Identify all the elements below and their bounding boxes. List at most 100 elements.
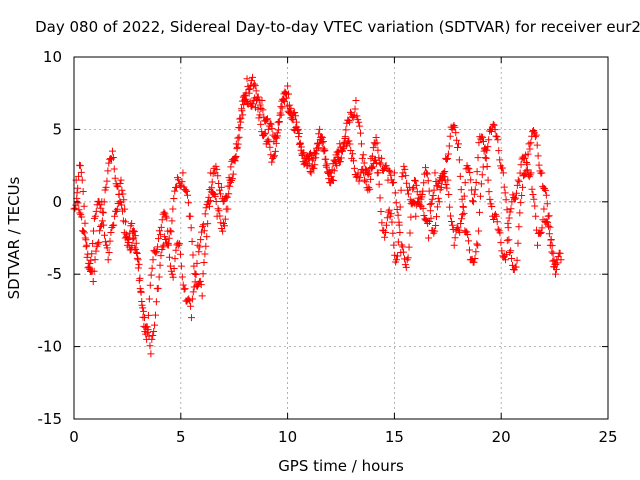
data-point-interp xyxy=(321,155,329,163)
data-point-interp xyxy=(476,208,484,216)
data-point-interp xyxy=(401,165,409,173)
data-point-interp xyxy=(74,184,82,192)
data-point-interp xyxy=(166,262,174,270)
data-point-interp xyxy=(171,187,179,195)
data-point xyxy=(200,227,208,235)
data-point xyxy=(147,350,155,358)
data-point xyxy=(76,162,84,170)
data-point-interp xyxy=(409,185,417,193)
data-point-interp xyxy=(405,243,413,251)
data-point xyxy=(525,140,533,148)
data-point-interp xyxy=(130,228,138,236)
data-point-interp xyxy=(375,180,383,188)
data-point-interp xyxy=(220,222,228,230)
data-point-interp xyxy=(367,175,375,183)
data-point-interp xyxy=(109,153,117,161)
x-tick-label: 25 xyxy=(598,428,617,446)
data-point xyxy=(378,154,386,162)
data-point-interp xyxy=(507,247,515,255)
data-point-interp xyxy=(225,190,233,198)
data-point-interp xyxy=(170,194,178,202)
data-point-interp xyxy=(484,176,492,184)
data-point-interp xyxy=(99,209,107,217)
data-point xyxy=(96,227,104,235)
y-axis-label: SDTVAR / TECUs xyxy=(5,176,23,299)
data-point-interp xyxy=(130,227,138,235)
data-point-interp xyxy=(134,264,142,272)
data-point-interp xyxy=(430,186,438,194)
data-point-interp xyxy=(139,313,147,321)
data-point-interp xyxy=(184,199,192,207)
data-point-interp xyxy=(294,126,302,134)
data-point-interp xyxy=(106,237,114,245)
data-point-interp xyxy=(137,288,145,296)
data-point xyxy=(521,154,529,162)
data-point-interp xyxy=(391,189,399,197)
data-point xyxy=(512,263,520,271)
data-point-interp xyxy=(249,100,257,108)
data-point-interp xyxy=(529,191,537,199)
y-tick-label: -5 xyxy=(47,265,62,283)
data-point-interp xyxy=(184,296,192,304)
data-point-interp xyxy=(204,220,212,228)
data-points xyxy=(70,73,565,358)
data-point-interp xyxy=(86,259,94,267)
data-point-interp xyxy=(186,212,194,220)
data-point-interp xyxy=(356,122,364,130)
data-point-interp xyxy=(522,151,530,159)
data-point-interp xyxy=(361,165,369,173)
data-point-interp xyxy=(475,227,483,235)
data-point-interp xyxy=(292,112,300,120)
data-point-interp xyxy=(236,124,244,132)
data-point-interp xyxy=(441,168,449,176)
data-point-interp xyxy=(451,234,459,242)
data-point-interp xyxy=(214,172,222,180)
data-point-interp xyxy=(433,203,441,211)
data-point-interp xyxy=(190,283,198,291)
data-point xyxy=(256,111,264,119)
data-point-interp xyxy=(486,127,494,135)
data-point-interp xyxy=(487,128,495,136)
data-point-interp xyxy=(423,170,431,178)
data-point-interp xyxy=(154,243,162,251)
data-point-interp xyxy=(133,254,141,262)
data-point-interp xyxy=(169,205,177,213)
data-point-interp xyxy=(100,221,108,229)
data-point-interp xyxy=(80,229,88,237)
data-point-interp xyxy=(541,186,549,194)
data-point xyxy=(245,89,253,97)
data-point-interp xyxy=(448,221,456,229)
data-point-interp xyxy=(215,207,223,215)
y-tick-label: -15 xyxy=(38,410,63,428)
data-point-interp xyxy=(219,227,227,235)
data-point-interp xyxy=(536,229,544,237)
data-point xyxy=(258,96,266,104)
data-point-interp xyxy=(534,152,542,160)
data-point-interp xyxy=(486,195,494,203)
data-point-interp xyxy=(522,167,530,175)
data-point-interp xyxy=(204,198,212,206)
data-point-interp xyxy=(74,199,82,207)
data-point-interp xyxy=(200,259,208,267)
data-point-interp xyxy=(355,177,363,185)
data-point-interp xyxy=(312,150,320,158)
data-point-interp xyxy=(97,223,105,231)
data-point-interp xyxy=(535,161,543,169)
data-point-interp xyxy=(323,160,331,168)
data-point-interp xyxy=(87,256,95,264)
data-point xyxy=(461,227,469,235)
data-point-interp xyxy=(203,233,211,241)
data-point-interp xyxy=(205,193,213,201)
data-point-interp xyxy=(411,176,419,184)
data-point-interp xyxy=(263,115,271,123)
data-point-interp xyxy=(188,295,196,303)
data-point-interp xyxy=(91,256,99,264)
data-point-interp xyxy=(187,302,195,310)
data-point-interp xyxy=(461,179,469,187)
data-point-interp xyxy=(512,194,520,202)
data-point-interp xyxy=(512,189,520,197)
data-point-interp xyxy=(160,208,168,216)
data-point xyxy=(482,154,490,162)
data-point-interp xyxy=(411,177,419,185)
data-point-interp xyxy=(116,179,124,187)
